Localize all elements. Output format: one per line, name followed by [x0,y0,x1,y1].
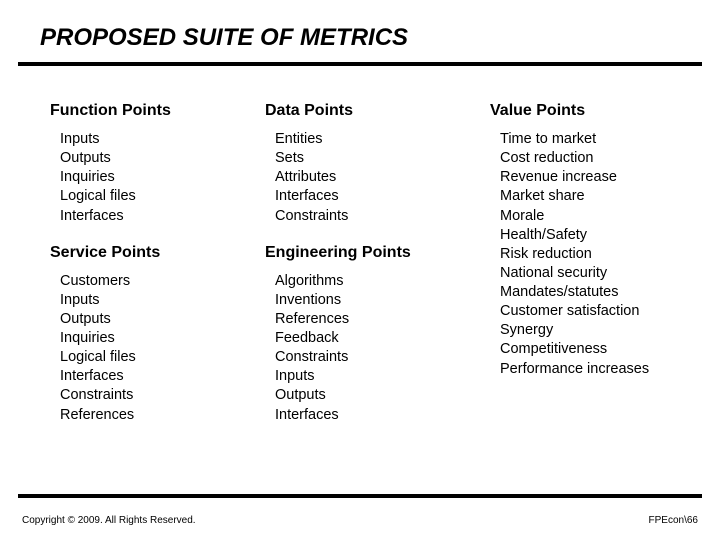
list-item: Constraints [275,348,490,367]
list-item: Inputs [275,367,490,386]
slide-ref: FPEcon\66 [649,515,698,526]
list-item: Risk reduction [500,245,690,264]
list-item: Algorithms [275,272,490,291]
content-columns: Function Points InputsOutputsInquiriesLo… [0,66,720,425]
list-item: Market share [500,187,690,206]
list-item: Interfaces [60,367,265,386]
list-item: Outputs [275,386,490,405]
footer: Copyright © 2009. All Rights Reserved. F… [22,515,698,526]
list-item: References [275,310,490,329]
list-item: Inputs [60,291,265,310]
list-item: Sets [275,149,490,168]
list-item: Logical files [60,187,265,206]
function-points-head: Function Points [50,102,265,120]
list-item: Constraints [60,386,265,405]
page-title: PROPOSED SUITE OF METRICS [0,0,720,62]
list-item: Constraints [275,207,490,226]
list-item: Entities [275,130,490,149]
bottom-rule [18,494,702,498]
list-item: Revenue increase [500,168,690,187]
list-item: Morale [500,207,690,226]
list-item: Cost reduction [500,149,690,168]
data-points-head: Data Points [265,102,490,120]
list-item: Mandates/statutes [500,283,690,302]
list-item: Performance increases [500,360,690,379]
engineering-points-head: Engineering Points [265,244,490,262]
column-right: Value Points Time to marketCost reductio… [490,102,690,425]
function-points-items: InputsOutputsInquiriesLogical filesInter… [50,130,265,226]
engineering-points-items: AlgorithmsInventionsReferencesFeedbackCo… [265,272,490,425]
column-left: Function Points InputsOutputsInquiriesLo… [50,102,265,425]
service-points-items: CustomersInputsOutputsInquiriesLogical f… [50,272,265,425]
list-item: References [60,406,265,425]
list-item: Customer satisfaction [500,302,690,321]
service-points-head: Service Points [50,244,265,262]
value-points-items: Time to marketCost reductionRevenue incr… [490,130,690,379]
data-points-items: EntitiesSetsAttributesInterfacesConstrai… [265,130,490,226]
list-item: National security [500,264,690,283]
list-item: Inventions [275,291,490,310]
list-item: Interfaces [275,406,490,425]
list-item: Competitiveness [500,340,690,359]
list-item: Health/Safety [500,226,690,245]
list-item: Attributes [275,168,490,187]
list-item: Inquiries [60,168,265,187]
column-mid: Data Points EntitiesSetsAttributesInterf… [265,102,490,425]
value-points-head: Value Points [490,102,690,120]
list-item: Inquiries [60,329,265,348]
list-item: Outputs [60,310,265,329]
list-item: Customers [60,272,265,291]
list-item: Interfaces [60,207,265,226]
list-item: Logical files [60,348,265,367]
list-item: Time to market [500,130,690,149]
list-item: Feedback [275,329,490,348]
copyright-text: Copyright © 2009. All Rights Reserved. [22,515,196,526]
list-item: Synergy [500,321,690,340]
list-item: Outputs [60,149,265,168]
list-item: Interfaces [275,187,490,206]
list-item: Inputs [60,130,265,149]
